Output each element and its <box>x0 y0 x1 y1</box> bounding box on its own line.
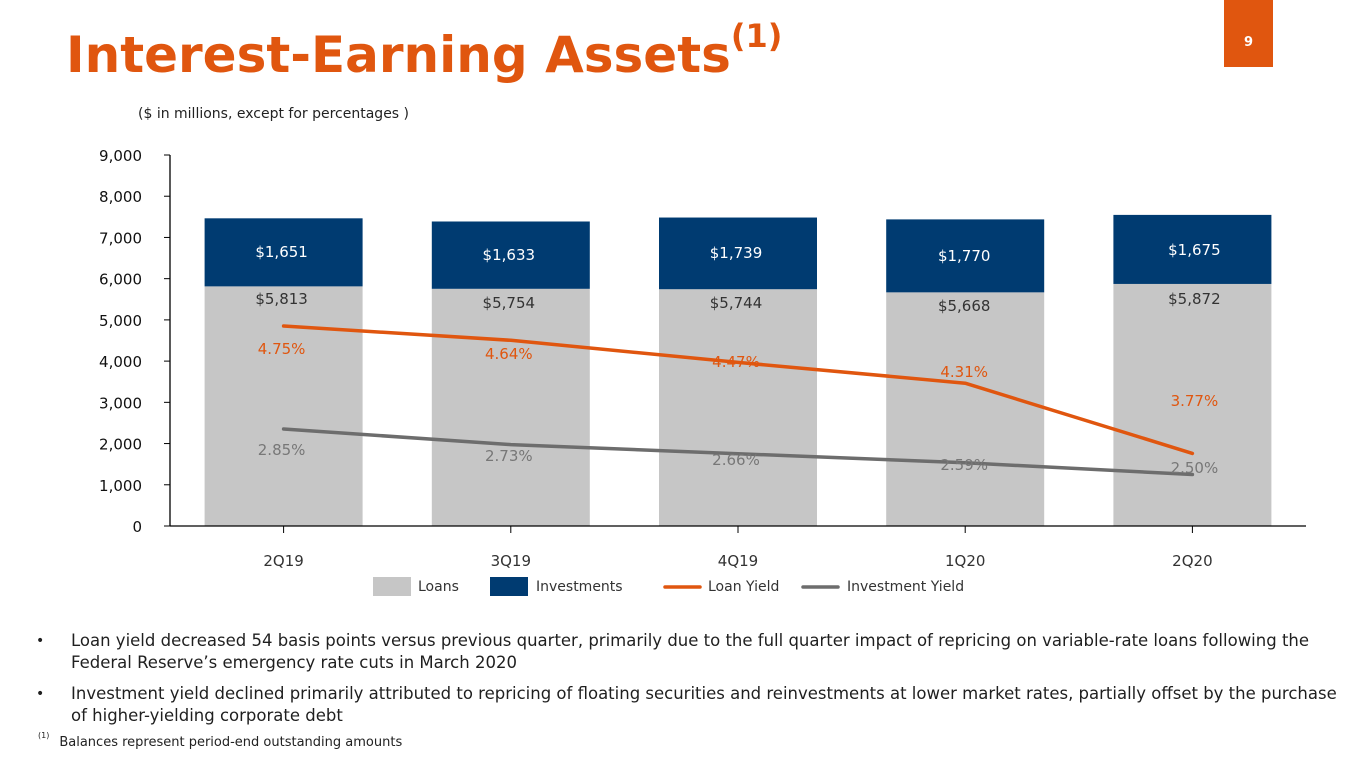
investments-bar <box>431 221 590 289</box>
investment-yield-data-label: 2.85% <box>258 441 306 459</box>
bullet-text: Loan yield decreased 54 basis points ver… <box>71 631 1310 672</box>
loans-bar <box>659 289 817 526</box>
loan-yield-data-label: 4.75% <box>258 340 306 358</box>
loans-bar <box>1113 283 1272 526</box>
x-tick-label: 1Q20 <box>945 552 985 570</box>
investments-data-label: $1,633 <box>483 246 536 264</box>
footnote: (1) Balances represent period-end outstan… <box>38 731 403 750</box>
investments-bar <box>886 219 1045 293</box>
x-tick-label: 4Q19 <box>718 552 758 570</box>
investment-yield-line <box>281 427 1195 477</box>
investments-bar <box>1113 214 1272 284</box>
loan-yield-data-label: 3.77% <box>1171 392 1219 410</box>
y-tick-label: 4,000 <box>99 353 142 371</box>
legend-investments-label: Investments <box>536 579 623 595</box>
loans-data-label: $5,813 <box>255 290 308 308</box>
investment-yield-data-label: 2.59% <box>940 456 988 474</box>
loan-yield-data-label: 4.47% <box>712 353 760 371</box>
investments-data-label: $1,651 <box>255 243 308 261</box>
page-number: 9 <box>1224 0 1273 67</box>
loans-bar <box>431 288 590 526</box>
chart-subtitle: ($ in millions, except for percentages ) <box>138 106 410 122</box>
bullet-marker: • <box>36 686 45 702</box>
investments-bar <box>659 217 817 290</box>
y-tick-label: 1,000 <box>99 477 142 495</box>
bullet-item: • Loan yield decreased 54 basis points v… <box>36 630 1346 674</box>
loans-data-label: $5,872 <box>1168 290 1221 308</box>
legend-investment-yield-label: Investment Yield <box>847 579 964 595</box>
x-tick-label: 2Q20 <box>1172 552 1212 570</box>
loans-data-label: $5,754 <box>483 294 536 312</box>
investments-data-label: $1,675 <box>1168 241 1221 259</box>
investments-data-label: $1,770 <box>938 247 991 265</box>
investments-bar <box>204 218 363 287</box>
slide-title-text: Interest-Earning Assets <box>66 26 731 84</box>
loans-bar <box>886 292 1045 526</box>
bullet-marker: • <box>36 633 45 649</box>
legend-loans-swatch <box>373 577 411 596</box>
title-footnote-marker: (1) <box>730 17 783 55</box>
bullet-item: • Investment yield declined primarily at… <box>36 683 1346 727</box>
y-tick-label: 7,000 <box>99 229 142 247</box>
loan-yield-data-label: 4.64% <box>485 345 533 363</box>
investment-yield-data-label: 2.50% <box>1171 459 1219 477</box>
x-tick-label: 3Q19 <box>491 552 531 570</box>
legend-loans-label: Loans <box>418 579 459 595</box>
loan-yield-line <box>281 324 1195 456</box>
slide-title: Interest-Earning Assets(1) <box>66 20 782 80</box>
y-tick-label: 8,000 <box>99 188 142 206</box>
bullet-list: • Loan yield decreased 54 basis points v… <box>36 630 1346 736</box>
loans-data-label: $5,744 <box>710 294 763 312</box>
y-tick-label: 6,000 <box>99 271 142 289</box>
investments-data-label: $1,739 <box>710 244 763 262</box>
footnote-marker: (1) <box>38 731 50 740</box>
y-tick-label: 0 <box>132 518 142 536</box>
loan-yield-data-label: 4.31% <box>940 363 988 381</box>
legend-investments-swatch <box>490 577 528 596</box>
y-tick-label: 2,000 <box>99 436 142 454</box>
interest-earning-assets-chart: 0 1,000 2,000 3,000 4,000 5,000 6,000 7,000 8,00… <box>99 147 1306 596</box>
footnote-text: Balances represent period-end outstandin… <box>59 735 403 750</box>
bullet-text: Investment yield declined primarily attr… <box>71 684 1337 725</box>
y-tick-label: 3,000 <box>99 394 142 412</box>
legend-loan-yield-label: Loan Yield <box>708 579 779 595</box>
y-tick-label: 5,000 <box>99 312 142 330</box>
investment-yield-data-label: 2.66% <box>712 451 760 469</box>
loans-data-label: $5,668 <box>938 297 991 315</box>
x-tick-label: 2Q19 <box>263 552 303 570</box>
investment-yield-data-label: 2.73% <box>485 447 533 465</box>
loans-bar <box>204 286 363 526</box>
y-tick-label: 9,000 <box>99 147 142 165</box>
